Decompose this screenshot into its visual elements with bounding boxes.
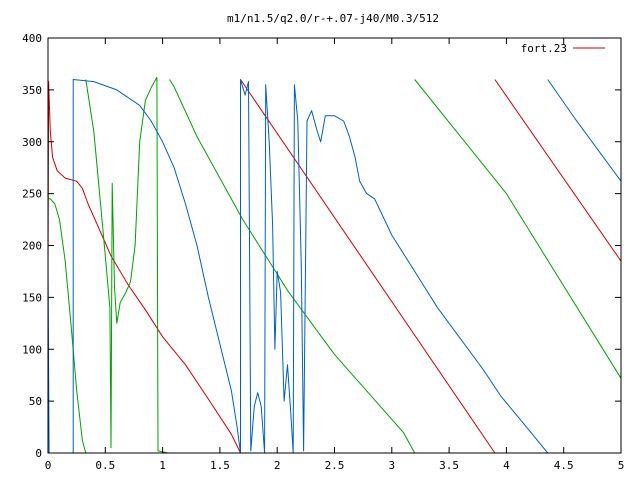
x-tick-label: 4 (503, 459, 510, 472)
series-line-1 (47, 79, 622, 454)
y-tick-label: 350 (22, 84, 42, 97)
y-tick-label: 400 (22, 32, 42, 45)
x-tick-label: 3 (388, 459, 395, 472)
y-tick-label: 50 (29, 395, 42, 408)
ticks-layer: 0 0.5 1 1.5 2 2.5 3 3.5 4 4.5 50501001502002503003… (22, 32, 624, 472)
y-tick-label: 250 (22, 188, 42, 201)
x-tick-label: 2.5 (325, 459, 345, 472)
chart-title: m1/n1.5/q2.0/r-+.07-j40/M0.3/512 (227, 12, 439, 25)
plot-frame (47, 37, 622, 454)
legend-label-fort-23: fort.23 (521, 42, 567, 55)
x-tick-label: 0.5 (95, 459, 115, 472)
series-line-3 (47, 79, 622, 454)
x-tick-label: 3.5 (439, 459, 459, 472)
y-tick-label: 150 (22, 291, 42, 304)
series-layer (47, 76, 622, 454)
y-tick-label: 200 (22, 240, 42, 253)
x-tick-label: 0 (45, 459, 52, 472)
y-tick-label: 0 (35, 447, 42, 460)
y-tick-label: 300 (22, 136, 42, 149)
y-tick-label: 100 (22, 343, 42, 356)
x-tick-label: 5 (618, 459, 625, 472)
x-tick-label: 2 (274, 459, 281, 472)
x-tick-label: 4.5 (554, 459, 574, 472)
series-line-2 (47, 76, 622, 454)
x-tick-label: 1.5 (210, 459, 230, 472)
legend: fort.23 (521, 42, 605, 55)
x-tick-label: 1 (159, 459, 166, 472)
